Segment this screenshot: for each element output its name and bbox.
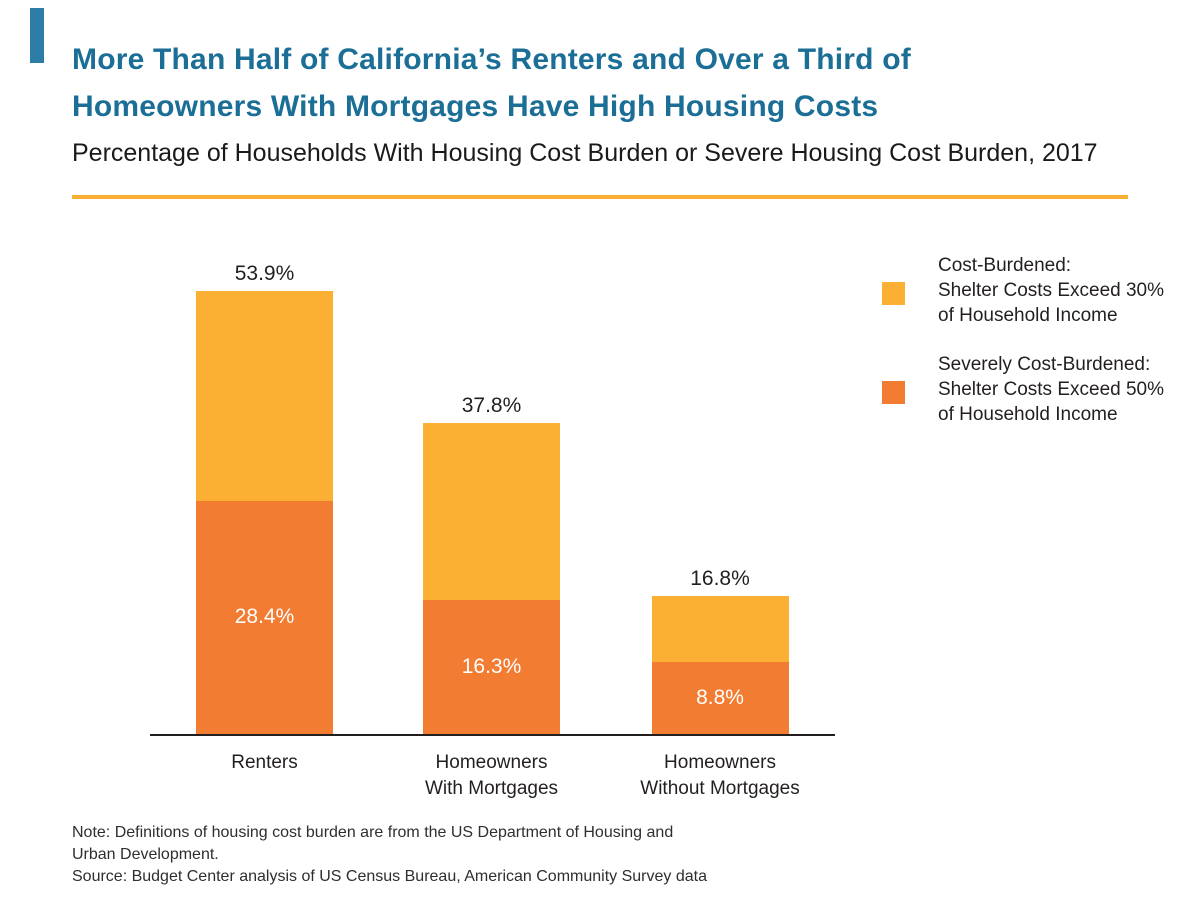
note-block: Note: Definitions of housing cost burden…	[72, 822, 872, 888]
category-label: Homeowners With Mortgages	[424, 752, 559, 799]
legend-line: Shelter Costs Exceed 30%	[938, 280, 1165, 301]
bar-segment-cost-burdened	[423, 423, 560, 601]
bar-severe-label: 16.3%	[461, 655, 522, 678]
x-axis-line	[150, 734, 835, 736]
bar-total-label: 53.9%	[234, 261, 295, 285]
bar-severe-label: 8.8%	[696, 685, 744, 709]
legend-line: of Household Income	[938, 305, 1118, 326]
bar-segment-severely-cost-burdened	[651, 661, 789, 734]
bar-total-label: 16.8%	[690, 566, 750, 590]
bar-total-label: 37.8%	[461, 394, 522, 418]
page-title-line2: Homeowners With Mortgages Have High Hous…	[72, 90, 879, 123]
legend-text-severely-cost-burdened: Severely Cost-Burdened: Shelter Costs Ex…	[938, 352, 1188, 427]
note-line: Note: Definitions of housing cost burden…	[72, 824, 674, 841]
category-label: Homeowners Without Mortgages	[640, 752, 800, 799]
bar-segment-severely-cost-burdened	[423, 600, 560, 734]
bar-segment-cost-burdened	[196, 290, 333, 501]
yellow-swatch-icon	[882, 282, 905, 305]
legend-line: Severely Cost-Burdened:	[938, 354, 1151, 375]
page-title-line1: More Than Half of California’s Renters a…	[72, 43, 911, 76]
legend-text-cost-burdened: Cost-Burdened: Shelter Costs Exceed 30% …	[938, 253, 1188, 328]
gold-divider-rule	[72, 195, 1128, 199]
legend-line: of Household Income	[938, 404, 1118, 425]
chart-subtitle: Percentage of Households With Housing Co…	[72, 139, 1098, 167]
legend-line: Cost-Burdened:	[938, 255, 1072, 276]
bar-severe-label: 28.4%	[234, 605, 295, 629]
bar-segment-cost-burdened	[651, 595, 789, 662]
bar-segment-severely-cost-burdened	[196, 500, 333, 734]
category-label: Renters	[231, 752, 298, 773]
source-line: Source: Budget Center analysis of US Cen…	[72, 868, 707, 885]
blue-accent-mark	[30, 8, 44, 63]
orange-swatch-icon	[882, 381, 905, 404]
page-title: More Than Half of California’s Renters a…	[72, 36, 1142, 130]
legend-line: Shelter Costs Exceed 50%	[938, 379, 1165, 400]
note-line: Urban Development.	[72, 846, 219, 863]
